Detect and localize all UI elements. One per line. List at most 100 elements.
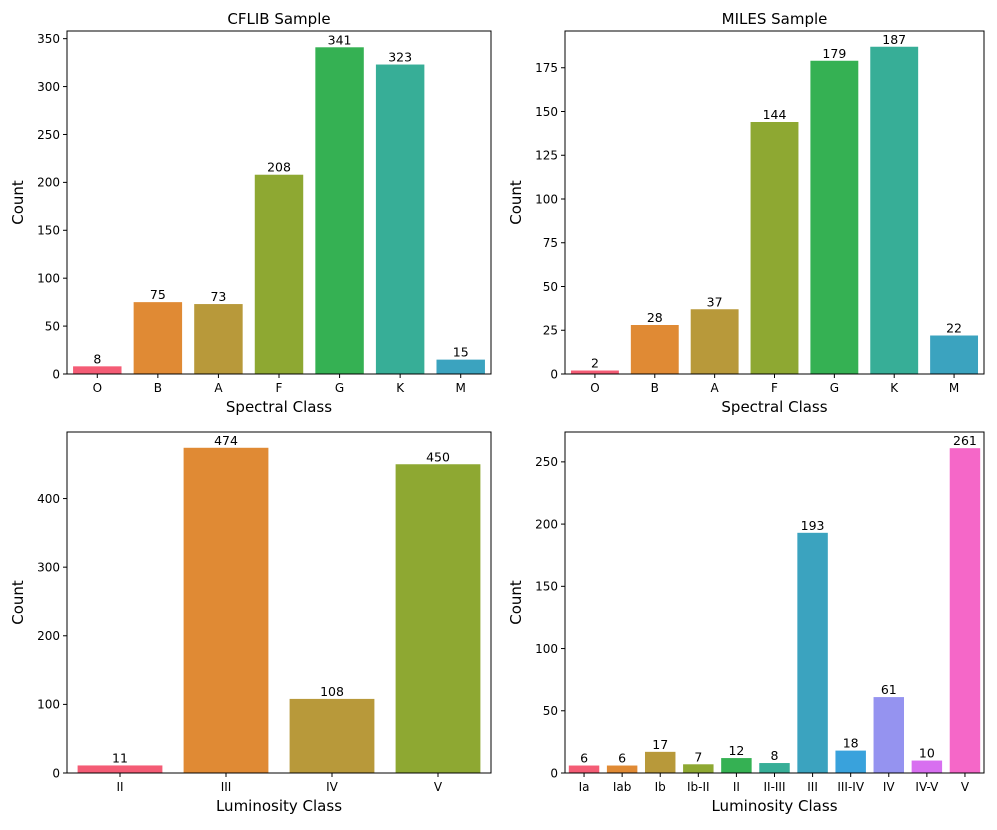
data-label: 187 bbox=[882, 32, 906, 47]
y-tick-label: 0 bbox=[550, 367, 558, 381]
data-label: 11 bbox=[112, 750, 128, 765]
bar-iii-iv bbox=[835, 750, 866, 773]
data-label: 144 bbox=[763, 107, 787, 122]
data-label: 2 bbox=[591, 356, 599, 371]
y-tick-label: 350 bbox=[37, 32, 60, 46]
data-label: 193 bbox=[801, 518, 825, 533]
x-tick-label: B bbox=[651, 381, 659, 395]
axes-frame bbox=[66, 30, 492, 375]
data-label: 10 bbox=[919, 746, 935, 761]
x-tick-label: O bbox=[93, 381, 102, 395]
y-tick-label: 200 bbox=[535, 517, 558, 531]
x-axis-label: Luminosity Class bbox=[216, 797, 342, 815]
data-label: 8 bbox=[93, 351, 101, 366]
bar-f bbox=[254, 174, 304, 374]
bar-o bbox=[570, 370, 619, 374]
y-tick-label: 400 bbox=[37, 492, 60, 506]
x-tick-label: B bbox=[154, 381, 162, 395]
data-label: 450 bbox=[426, 449, 450, 464]
y-tick-label: 150 bbox=[37, 224, 60, 238]
data-label: 6 bbox=[618, 751, 626, 766]
bar-v bbox=[395, 464, 481, 773]
y-axis-label: Count bbox=[507, 580, 525, 625]
x-tick-label: K bbox=[396, 381, 405, 395]
y-tick-label: 75 bbox=[543, 236, 558, 250]
axes-frame bbox=[564, 431, 985, 774]
bar-ib-ii bbox=[683, 764, 714, 773]
chart-panel-4: 6 Ia 6 Iab 17 Ib 7 Ib-II 12 II 8 II-III 193 III 18 III-… bbox=[507, 431, 985, 815]
bar-iab bbox=[606, 765, 638, 773]
data-label: 6 bbox=[580, 751, 588, 766]
y-tick-label: 50 bbox=[45, 319, 60, 333]
y-tick-label: 25 bbox=[543, 324, 558, 338]
data-label: 474 bbox=[214, 433, 238, 448]
data-label: 7 bbox=[694, 749, 702, 764]
x-tick-label: F bbox=[276, 381, 283, 395]
x-axis-label: Spectral Class bbox=[721, 398, 827, 416]
x-tick-label: III bbox=[221, 780, 232, 794]
data-label: 8 bbox=[771, 748, 779, 763]
x-tick-label: A bbox=[711, 381, 720, 395]
chart-panel-3: 11 II 474 III 108 IV 450 V 0 100 200 300 400 Luminosi… bbox=[9, 431, 492, 815]
bar-iv-v bbox=[911, 760, 943, 773]
x-tick-label: F bbox=[771, 381, 778, 395]
y-tick-label: 100 bbox=[37, 698, 60, 712]
bar-o bbox=[73, 366, 122, 374]
chart-title: MILES Sample bbox=[722, 10, 828, 28]
x-tick-label: G bbox=[335, 381, 344, 395]
y-axis-label: Count bbox=[9, 580, 27, 625]
x-tick-label: A bbox=[214, 381, 223, 395]
x-tick-label: M bbox=[949, 381, 959, 395]
x-axis-label: Luminosity Class bbox=[711, 797, 837, 815]
data-label: 15 bbox=[453, 345, 469, 360]
x-tick-label: Ia bbox=[579, 780, 590, 794]
y-tick-label: 150 bbox=[535, 580, 558, 594]
bar-ia bbox=[568, 765, 600, 773]
y-tick-label: 100 bbox=[535, 192, 558, 206]
chart-title: CFLIB Sample bbox=[227, 10, 330, 28]
bar-a bbox=[194, 304, 243, 374]
bar-m bbox=[436, 359, 485, 374]
y-tick-label: 200 bbox=[37, 629, 60, 643]
data-label: 17 bbox=[652, 737, 668, 752]
x-tick-label: III-IV bbox=[837, 780, 864, 794]
bar-k bbox=[375, 64, 425, 374]
bar-v bbox=[949, 448, 981, 773]
data-label: 179 bbox=[822, 46, 846, 61]
x-tick-label: V bbox=[434, 780, 443, 794]
y-tick-label: 0 bbox=[52, 367, 60, 381]
y-tick-label: 250 bbox=[37, 128, 60, 142]
data-label: 208 bbox=[267, 160, 291, 175]
axes-frame bbox=[66, 431, 492, 774]
y-tick-label: 125 bbox=[535, 149, 558, 163]
bar-f bbox=[750, 122, 799, 374]
y-tick-label: 150 bbox=[535, 105, 558, 119]
y-tick-label: 200 bbox=[37, 176, 60, 190]
x-tick-label: III bbox=[807, 780, 818, 794]
bar-b bbox=[133, 302, 183, 374]
bar-iii bbox=[797, 532, 828, 773]
y-tick-label: 0 bbox=[550, 766, 558, 780]
bar-iii bbox=[183, 447, 269, 773]
x-tick-label: V bbox=[961, 780, 970, 794]
bar-ib bbox=[644, 751, 676, 773]
bar-g bbox=[810, 60, 859, 374]
y-tick-label: 300 bbox=[37, 80, 60, 94]
data-label: 12 bbox=[728, 743, 744, 758]
x-tick-label: IV bbox=[883, 780, 896, 794]
x-axis-label: Spectral Class bbox=[226, 398, 332, 416]
data-label: 108 bbox=[320, 684, 344, 699]
bar-ii bbox=[77, 765, 163, 773]
data-label: 61 bbox=[881, 682, 897, 697]
x-tick-label: II bbox=[116, 780, 123, 794]
bar-g bbox=[315, 47, 364, 374]
chart-panel-2: 2 O 28 B 37 A 144 F 179 G 187 K 22 M 0 25 50 75 100 125 150 1… bbox=[507, 10, 985, 416]
x-tick-label: II bbox=[733, 780, 740, 794]
x-tick-label: II-III bbox=[763, 780, 785, 794]
data-label: 28 bbox=[647, 310, 663, 325]
data-label: 73 bbox=[210, 289, 226, 304]
data-label: 18 bbox=[843, 736, 859, 751]
x-tick-label: Ib-II bbox=[687, 780, 710, 794]
x-tick-label: M bbox=[456, 381, 466, 395]
